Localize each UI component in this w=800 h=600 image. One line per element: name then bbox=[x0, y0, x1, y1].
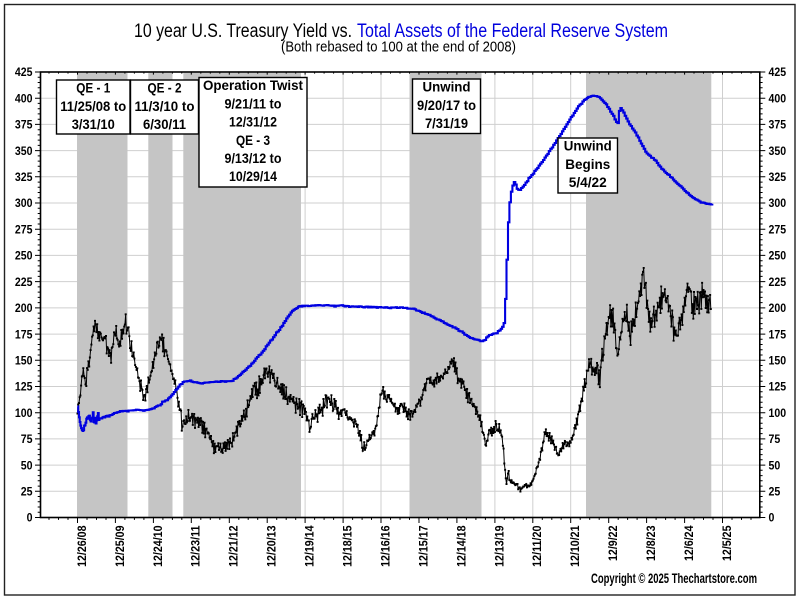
svg-text:275: 275 bbox=[15, 222, 33, 236]
svg-text:150: 150 bbox=[769, 354, 787, 368]
svg-text:400: 400 bbox=[769, 91, 787, 105]
svg-text:12/20/13: 12/20/13 bbox=[265, 525, 279, 567]
svg-text:12/6/24: 12/6/24 bbox=[682, 525, 696, 561]
svg-text:QE - 2: QE - 2 bbox=[148, 80, 182, 96]
svg-text:75: 75 bbox=[21, 432, 33, 446]
svg-text:150: 150 bbox=[15, 354, 33, 368]
svg-text:12/8/23: 12/8/23 bbox=[644, 525, 658, 561]
svg-text:325: 325 bbox=[769, 170, 787, 184]
svg-text:50: 50 bbox=[21, 458, 33, 472]
svg-text:12/15/17: 12/15/17 bbox=[416, 525, 430, 567]
svg-text:200: 200 bbox=[15, 301, 33, 315]
svg-text:100: 100 bbox=[769, 406, 787, 420]
svg-text:325: 325 bbox=[15, 170, 33, 184]
svg-text:350: 350 bbox=[769, 144, 787, 158]
svg-text:12/5/25: 12/5/25 bbox=[720, 525, 734, 561]
svg-text:QE - 1: QE - 1 bbox=[76, 80, 110, 96]
svg-text:50: 50 bbox=[769, 458, 781, 472]
svg-text:12/10/21: 12/10/21 bbox=[568, 525, 582, 567]
svg-text:250: 250 bbox=[769, 249, 787, 263]
svg-text:(Both rebased to 100 at the en: (Both rebased to 100 at the end of 2008) bbox=[281, 40, 516, 56]
svg-text:5/4/22: 5/4/22 bbox=[569, 174, 607, 190]
svg-text:25: 25 bbox=[769, 485, 781, 499]
svg-text:225: 225 bbox=[769, 275, 787, 289]
svg-text:300: 300 bbox=[769, 196, 787, 210]
svg-text:12/21/12: 12/21/12 bbox=[227, 525, 241, 567]
svg-text:375: 375 bbox=[769, 118, 787, 132]
svg-text:12/9/22: 12/9/22 bbox=[606, 525, 620, 561]
svg-text:125: 125 bbox=[15, 380, 33, 394]
svg-text:300: 300 bbox=[15, 196, 33, 210]
svg-text:250: 250 bbox=[15, 249, 33, 263]
svg-text:0: 0 bbox=[27, 511, 33, 525]
svg-text:12/19/14: 12/19/14 bbox=[303, 525, 317, 567]
svg-text:12/26/08: 12/26/08 bbox=[75, 525, 89, 567]
svg-text:75: 75 bbox=[769, 432, 781, 446]
svg-text:7/31/19: 7/31/19 bbox=[425, 115, 468, 131]
svg-text:175: 175 bbox=[15, 327, 33, 341]
svg-text:425: 425 bbox=[769, 65, 787, 79]
svg-text:275: 275 bbox=[769, 222, 787, 236]
svg-text:0: 0 bbox=[769, 511, 775, 525]
svg-text:25: 25 bbox=[21, 485, 33, 499]
svg-text:12/18/15: 12/18/15 bbox=[341, 525, 355, 567]
svg-text:12/11/20: 12/11/20 bbox=[530, 525, 544, 567]
svg-text:Unwind: Unwind bbox=[564, 138, 612, 154]
svg-text:9/20/17 to: 9/20/17 to bbox=[417, 97, 476, 113]
svg-text:6/30/11: 6/30/11 bbox=[143, 116, 186, 132]
svg-text:9/21/11 to: 9/21/11 to bbox=[225, 95, 282, 111]
svg-text:350: 350 bbox=[15, 144, 33, 158]
svg-text:10/29/14: 10/29/14 bbox=[229, 168, 277, 184]
svg-text:12/31/12: 12/31/12 bbox=[229, 114, 277, 130]
svg-text:175: 175 bbox=[769, 327, 787, 341]
svg-text:125: 125 bbox=[769, 380, 787, 394]
svg-text:Begins: Begins bbox=[565, 156, 610, 172]
svg-text:Copyright © 2025 Thechartstore: Copyright © 2025 Thechartstore.com bbox=[591, 571, 757, 586]
svg-text:400: 400 bbox=[15, 91, 33, 105]
svg-text:12/16/16: 12/16/16 bbox=[378, 525, 392, 567]
svg-text:200: 200 bbox=[769, 301, 787, 315]
svg-text:12/25/09: 12/25/09 bbox=[113, 525, 127, 567]
svg-text:12/24/10: 12/24/10 bbox=[151, 525, 165, 567]
svg-text:QE - 3: QE - 3 bbox=[236, 132, 270, 148]
svg-text:3/31/10: 3/31/10 bbox=[72, 116, 115, 132]
svg-text:9/13/12 to: 9/13/12 to bbox=[225, 150, 282, 166]
svg-text:Unwind: Unwind bbox=[423, 79, 471, 95]
svg-text:Total Assets of the Federal Re: Total Assets of the Federal Reserve Syst… bbox=[357, 21, 668, 42]
svg-text:12/13/19: 12/13/19 bbox=[492, 525, 506, 567]
svg-text:425: 425 bbox=[15, 65, 33, 79]
svg-text:Operation Twist: Operation Twist bbox=[203, 77, 303, 93]
svg-text:12/14/18: 12/14/18 bbox=[454, 525, 468, 567]
svg-text:375: 375 bbox=[15, 118, 33, 132]
svg-text:10 year U.S. Treasury Yield vs: 10 year U.S. Treasury Yield vs. bbox=[134, 21, 352, 42]
svg-text:225: 225 bbox=[15, 275, 33, 289]
svg-text:11/25/08 to: 11/25/08 to bbox=[60, 98, 126, 114]
svg-text:11/3/10 to: 11/3/10 to bbox=[135, 98, 195, 114]
svg-text:100: 100 bbox=[15, 406, 33, 420]
svg-text:12/23/11: 12/23/11 bbox=[189, 525, 203, 567]
